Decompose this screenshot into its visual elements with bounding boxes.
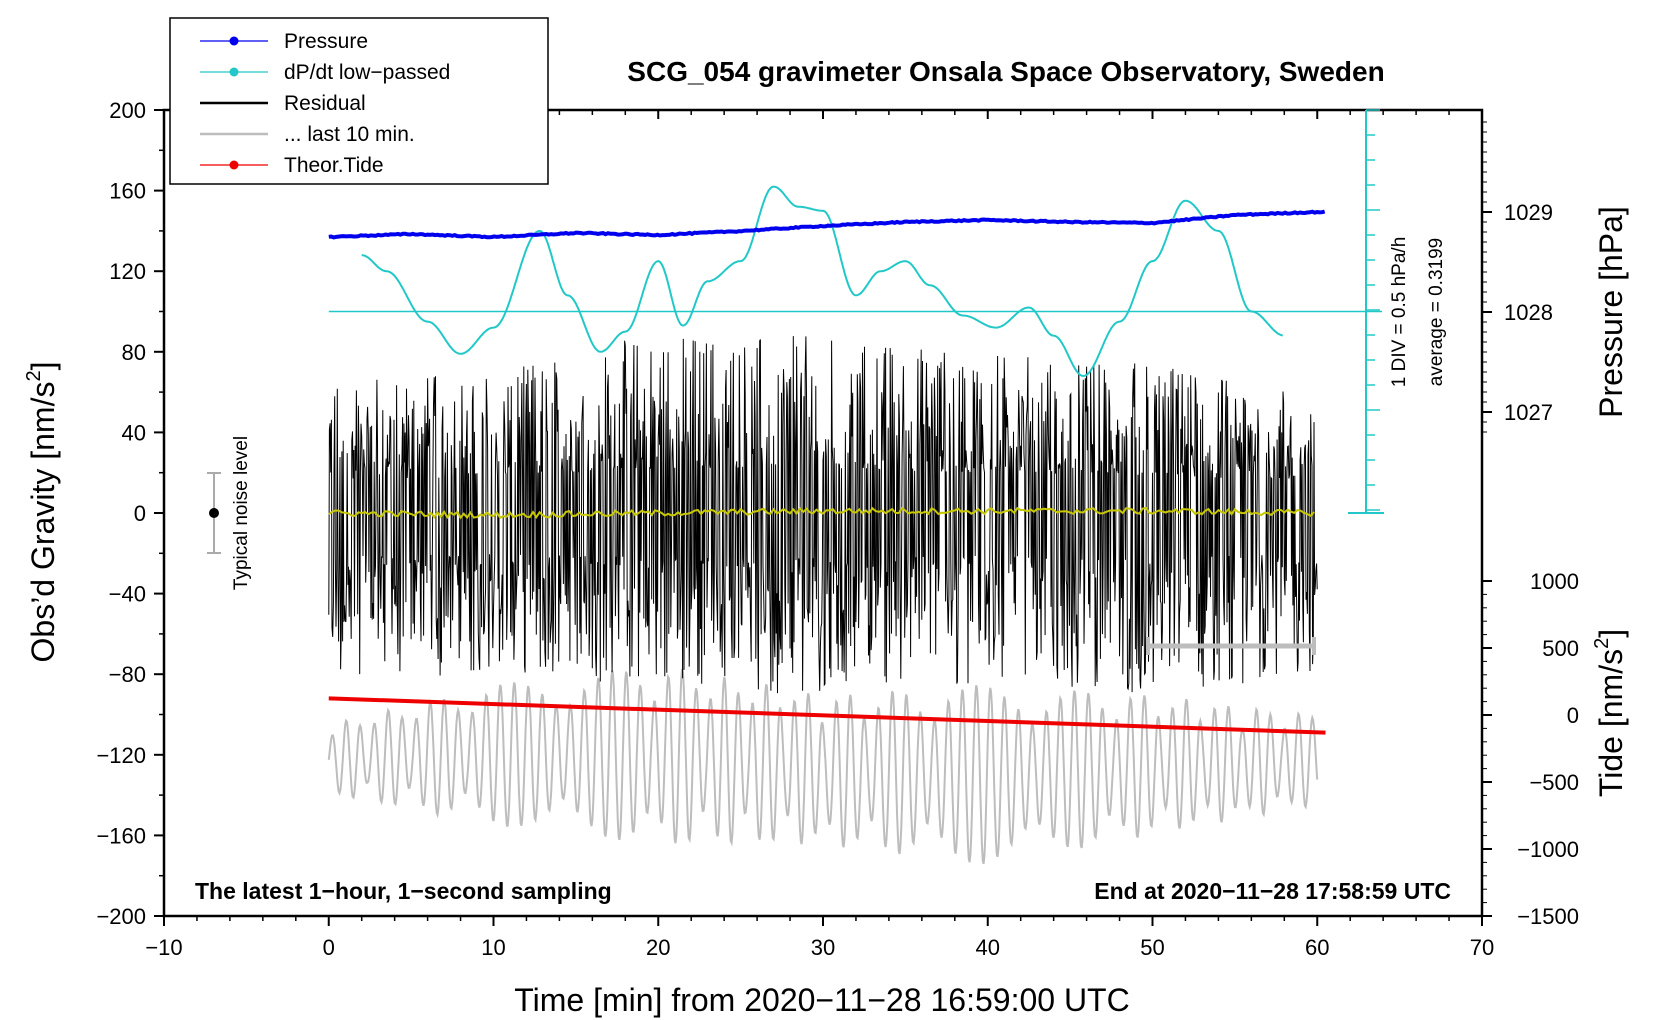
y-axis-label: Obs’d Gravity [nm/s2] — [23, 362, 61, 663]
legend-label: dP/dt low−passed — [284, 61, 450, 84]
last-10-min-line — [327, 668, 1319, 865]
tide-tick-label: 0 — [1567, 703, 1579, 728]
tide-axis-ticks: 1000 500 0 −500 −1000 −1500 — [1482, 569, 1579, 929]
pressure-tick-label: 1028 — [1504, 300, 1553, 325]
y-axis-label-sup: 2 — [23, 370, 45, 381]
tide-axis-label-main: Tide [nm/s — [1593, 649, 1629, 797]
bottom-left-note: The latest 1−hour, 1−second sampling — [195, 878, 612, 904]
series-layer — [327, 185, 1382, 865]
legend-swatch-marker — [229, 160, 239, 170]
y-tick-label: −200 — [96, 904, 146, 929]
y-tick-label: −40 — [109, 582, 146, 607]
x-tick-label: 70 — [1470, 935, 1494, 960]
tide-tick-label: −500 — [1529, 770, 1579, 795]
y-tick-label: 40 — [122, 420, 146, 445]
y-axis-ticks: 200 160 120 80 40 0 −40 −80 −120 −160 −200 — [96, 98, 164, 929]
chart-title: SCG_054 gravimeter Onsala Space Observat… — [627, 56, 1384, 87]
dpdt-line — [361, 185, 1283, 378]
tide-tick-label: 500 — [1542, 636, 1579, 661]
x-axis-label: Time [min] from 2020−11−28 16:59:00 UTC — [514, 982, 1129, 1018]
bottom-right-note: End at 2020−11−28 17:58:59 UTC — [1094, 878, 1451, 904]
y-tick-label: −120 — [96, 743, 146, 768]
legend: Pressure dP/dt low−passed Residual ... last… — [169, 17, 549, 185]
legend-label: Theor.Tide — [284, 154, 384, 177]
tide-tick-label: 1000 — [1530, 569, 1579, 594]
legend-label: ... last 10 min. — [284, 123, 415, 146]
y-axis-label-main: Obs’d Gravity [nm/s — [25, 382, 61, 663]
tide-axis-label: Tide [nm/s2] — [1591, 629, 1629, 797]
legend-label: Pressure — [284, 30, 368, 53]
x-tick-label: 40 — [976, 935, 1000, 960]
x-tick-label: 30 — [811, 935, 835, 960]
x-tick-label: −10 — [145, 935, 182, 960]
y-tick-label: 200 — [109, 98, 146, 123]
y-tick-label: 80 — [122, 340, 146, 365]
tide-axis-label-sup: 2 — [1591, 638, 1613, 649]
tide-tick-label: −1000 — [1517, 837, 1579, 862]
pressure-line — [328, 209, 1326, 240]
legend-swatch-marker — [229, 67, 239, 77]
pressure-axis-label: Pressure [hPa] — [1593, 206, 1629, 418]
tide-axis-label-end: ] — [1593, 629, 1629, 638]
x-axis-ticks: −10 0 10 20 30 40 50 60 70 — [145, 110, 1494, 960]
dpdt-average-label: average = 0.3199 — [1426, 238, 1447, 386]
x-tick-label: 20 — [646, 935, 670, 960]
y-tick-label: 160 — [109, 179, 146, 204]
pressure-tick-label: 1027 — [1504, 400, 1553, 425]
theoretical-tide-line — [328, 696, 1326, 735]
noise-level-label: Typical noise level — [231, 436, 252, 590]
y-tick-label: 120 — [109, 259, 146, 284]
x-tick-label: 0 — [323, 935, 335, 960]
y-tick-label: −160 — [96, 823, 146, 848]
noise-level-bar — [207, 472, 221, 554]
x-tick-label: 60 — [1305, 935, 1329, 960]
dpdt-div-label: 1 DIV = 0.5 hPa/h — [1389, 237, 1410, 388]
y-axis-label-end: ] — [25, 362, 61, 371]
y-tick-label: 0 — [134, 501, 146, 526]
legend-swatch-marker — [229, 36, 239, 46]
legend-label: Residual — [284, 92, 366, 115]
residual-line — [328, 336, 1318, 694]
x-tick-label: 10 — [481, 935, 505, 960]
tide-tick-label: −1500 — [1517, 904, 1579, 929]
y-tick-label: −80 — [109, 662, 146, 687]
residual-smoothed-line — [328, 506, 1315, 520]
pressure-tick-label: 1029 — [1504, 200, 1553, 225]
pressure-axis-ticks: 1029 1028 1027 — [1482, 121, 1553, 433]
x-tick-label: 50 — [1140, 935, 1164, 960]
last-10-min-range-bar — [1146, 637, 1316, 655]
